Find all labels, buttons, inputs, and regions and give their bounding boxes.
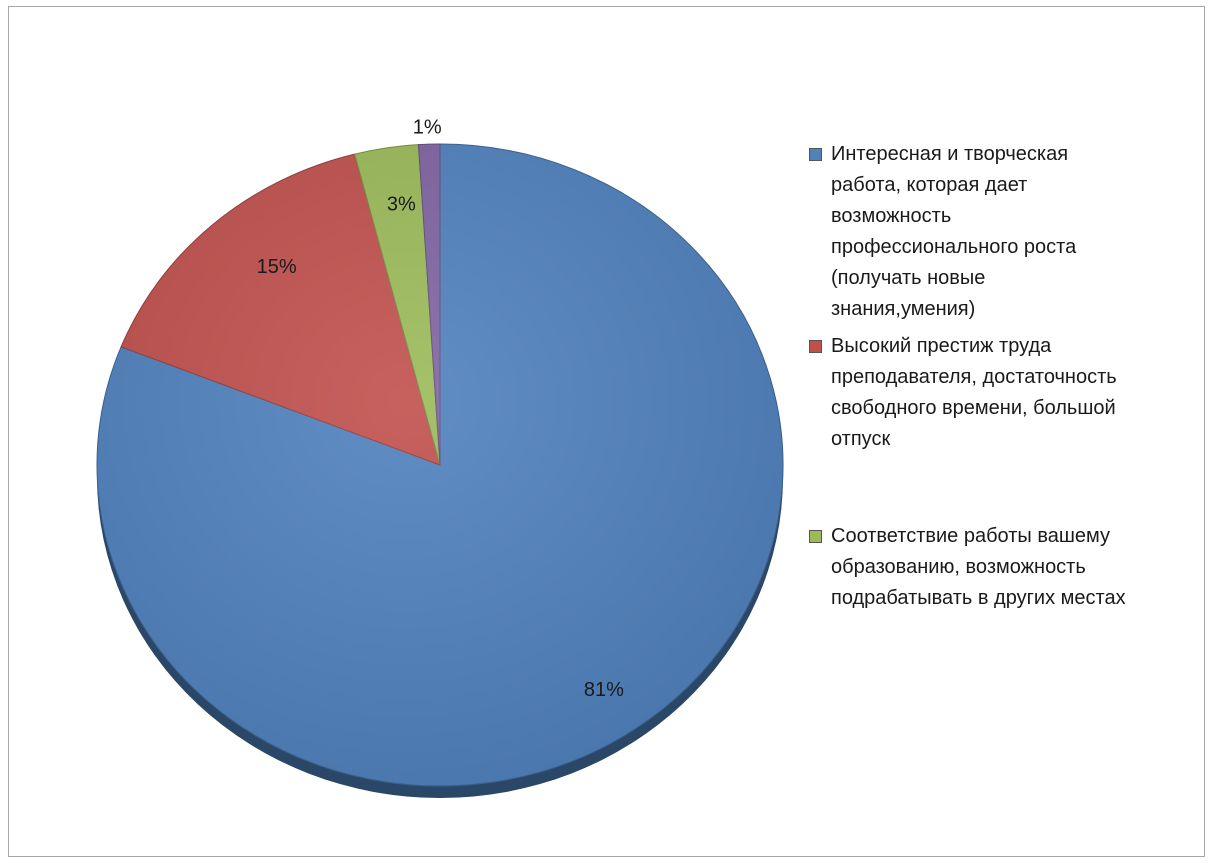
legend-swatch-blue	[809, 148, 822, 161]
legend-item-3: Соответствие работы вашему образованию, …	[809, 521, 1199, 614]
legend-swatch-green	[809, 530, 822, 543]
data-label-4: 1%	[413, 116, 442, 138]
legend-item-2: Высокий престиж труда преподавателя, дос…	[809, 331, 1199, 455]
legend: Интересная и творческая работа, которая …	[809, 139, 1199, 614]
legend-label-1: Интересная и творческая работа, которая …	[831, 143, 1077, 320]
chart-area: 81% 15% 3% 1% Интересная и творческая работ…	[8, 6, 1205, 857]
legend-label-3: Соответствие работы вашему образованию, …	[831, 525, 1126, 609]
data-label-1: 81%	[584, 679, 624, 701]
legend-item-1: Интересная и творческая работа, которая …	[809, 139, 1199, 325]
data-label-2: 15%	[257, 256, 297, 278]
legend-label-2: Высокий престиж труда преподавателя, дос…	[831, 335, 1117, 450]
data-label-3: 3%	[387, 193, 416, 215]
legend-swatch-red	[809, 340, 822, 353]
pie-slices: 81% 15% 3% 1%	[96, 116, 784, 798]
